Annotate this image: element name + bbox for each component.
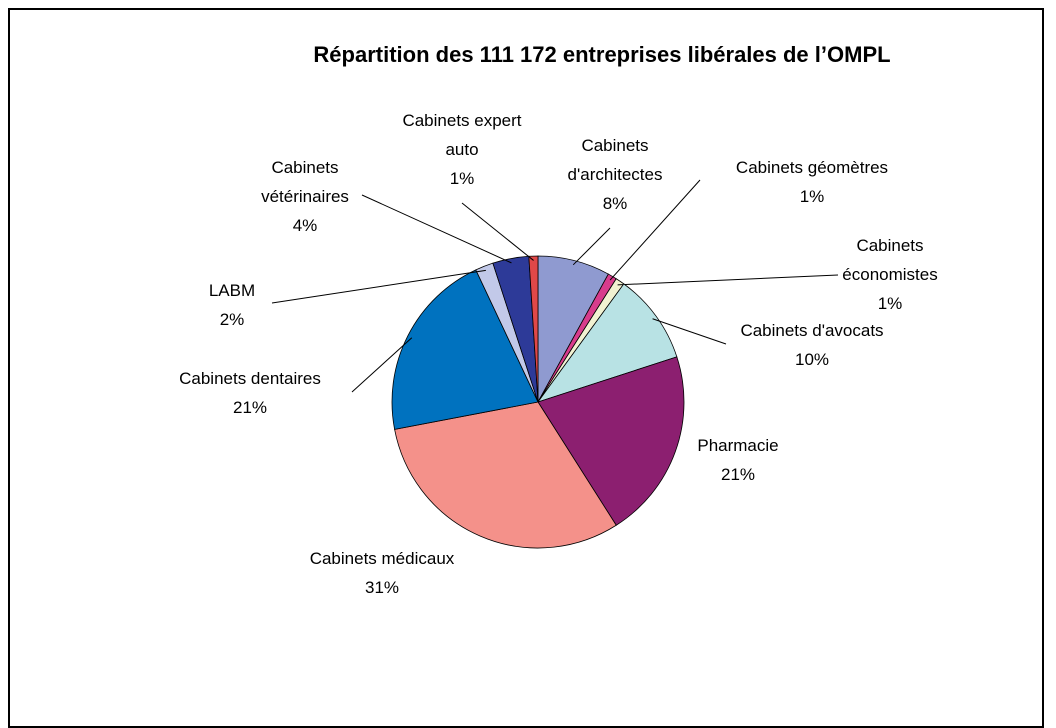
value-label: 31% bbox=[364, 578, 400, 597]
data-label: Pharmacie 21% bbox=[678, 431, 798, 489]
value-label: 1% bbox=[799, 187, 825, 206]
chart bbox=[271, 179, 839, 549]
category-label: Cabinets d'architectes bbox=[567, 136, 663, 184]
data-label: LABM 2% bbox=[192, 276, 272, 334]
data-label: Cabinets vétérinaires 4% bbox=[250, 153, 360, 240]
leader-line bbox=[617, 274, 839, 286]
category-label: Cabinets dentaires bbox=[179, 369, 321, 388]
leader-line bbox=[461, 202, 534, 261]
value-label: 1% bbox=[877, 294, 903, 313]
category-label: Cabinets d'avocats bbox=[740, 321, 884, 340]
value-label: 21% bbox=[720, 465, 756, 484]
leader-line bbox=[361, 194, 512, 264]
category-label: Pharmacie bbox=[697, 436, 779, 455]
leader-line bbox=[351, 337, 413, 393]
value-label: 1% bbox=[449, 169, 475, 188]
leader-line bbox=[652, 318, 727, 345]
category-label: Cabinets médicaux bbox=[309, 549, 455, 568]
pie-slice bbox=[537, 356, 685, 526]
leader-line bbox=[572, 227, 611, 266]
data-label: Cabinets économistes 1% bbox=[835, 231, 945, 318]
data-label: Cabinets médicaux 31% bbox=[272, 544, 492, 602]
data-label: Cabinets expert auto 1% bbox=[387, 106, 537, 193]
data-label: Cabinets d'architectes 8% bbox=[550, 131, 680, 218]
category-label: Cabinets géomètres bbox=[735, 158, 889, 177]
pie-slice bbox=[391, 269, 539, 430]
value-label: 21% bbox=[232, 398, 268, 417]
value-label: 8% bbox=[602, 194, 628, 213]
data-label: Cabinets dentaires 21% bbox=[140, 364, 360, 422]
leader-line bbox=[609, 179, 701, 281]
value-label: 10% bbox=[794, 350, 830, 369]
value-label: 2% bbox=[219, 310, 245, 329]
page: {"chart_data": {"type": "pie", "title": … bbox=[8, 8, 1044, 728]
chart-title: Répartition des 111 172 entreprises libé… bbox=[313, 42, 891, 67]
data-label: Cabinets géomètres 1% bbox=[702, 153, 922, 211]
value-label: 4% bbox=[292, 216, 318, 235]
category-label: Cabinets économistes bbox=[842, 236, 938, 284]
pie-slice bbox=[394, 401, 617, 549]
data-label: Cabinets d'avocats 10% bbox=[712, 316, 912, 374]
pie-slice bbox=[536, 283, 678, 403]
category-label: Cabinets expert auto bbox=[402, 111, 522, 159]
category-label: Cabinets vétérinaires bbox=[261, 158, 349, 206]
leader-line bbox=[271, 269, 486, 304]
category-label: LABM bbox=[208, 281, 256, 300]
